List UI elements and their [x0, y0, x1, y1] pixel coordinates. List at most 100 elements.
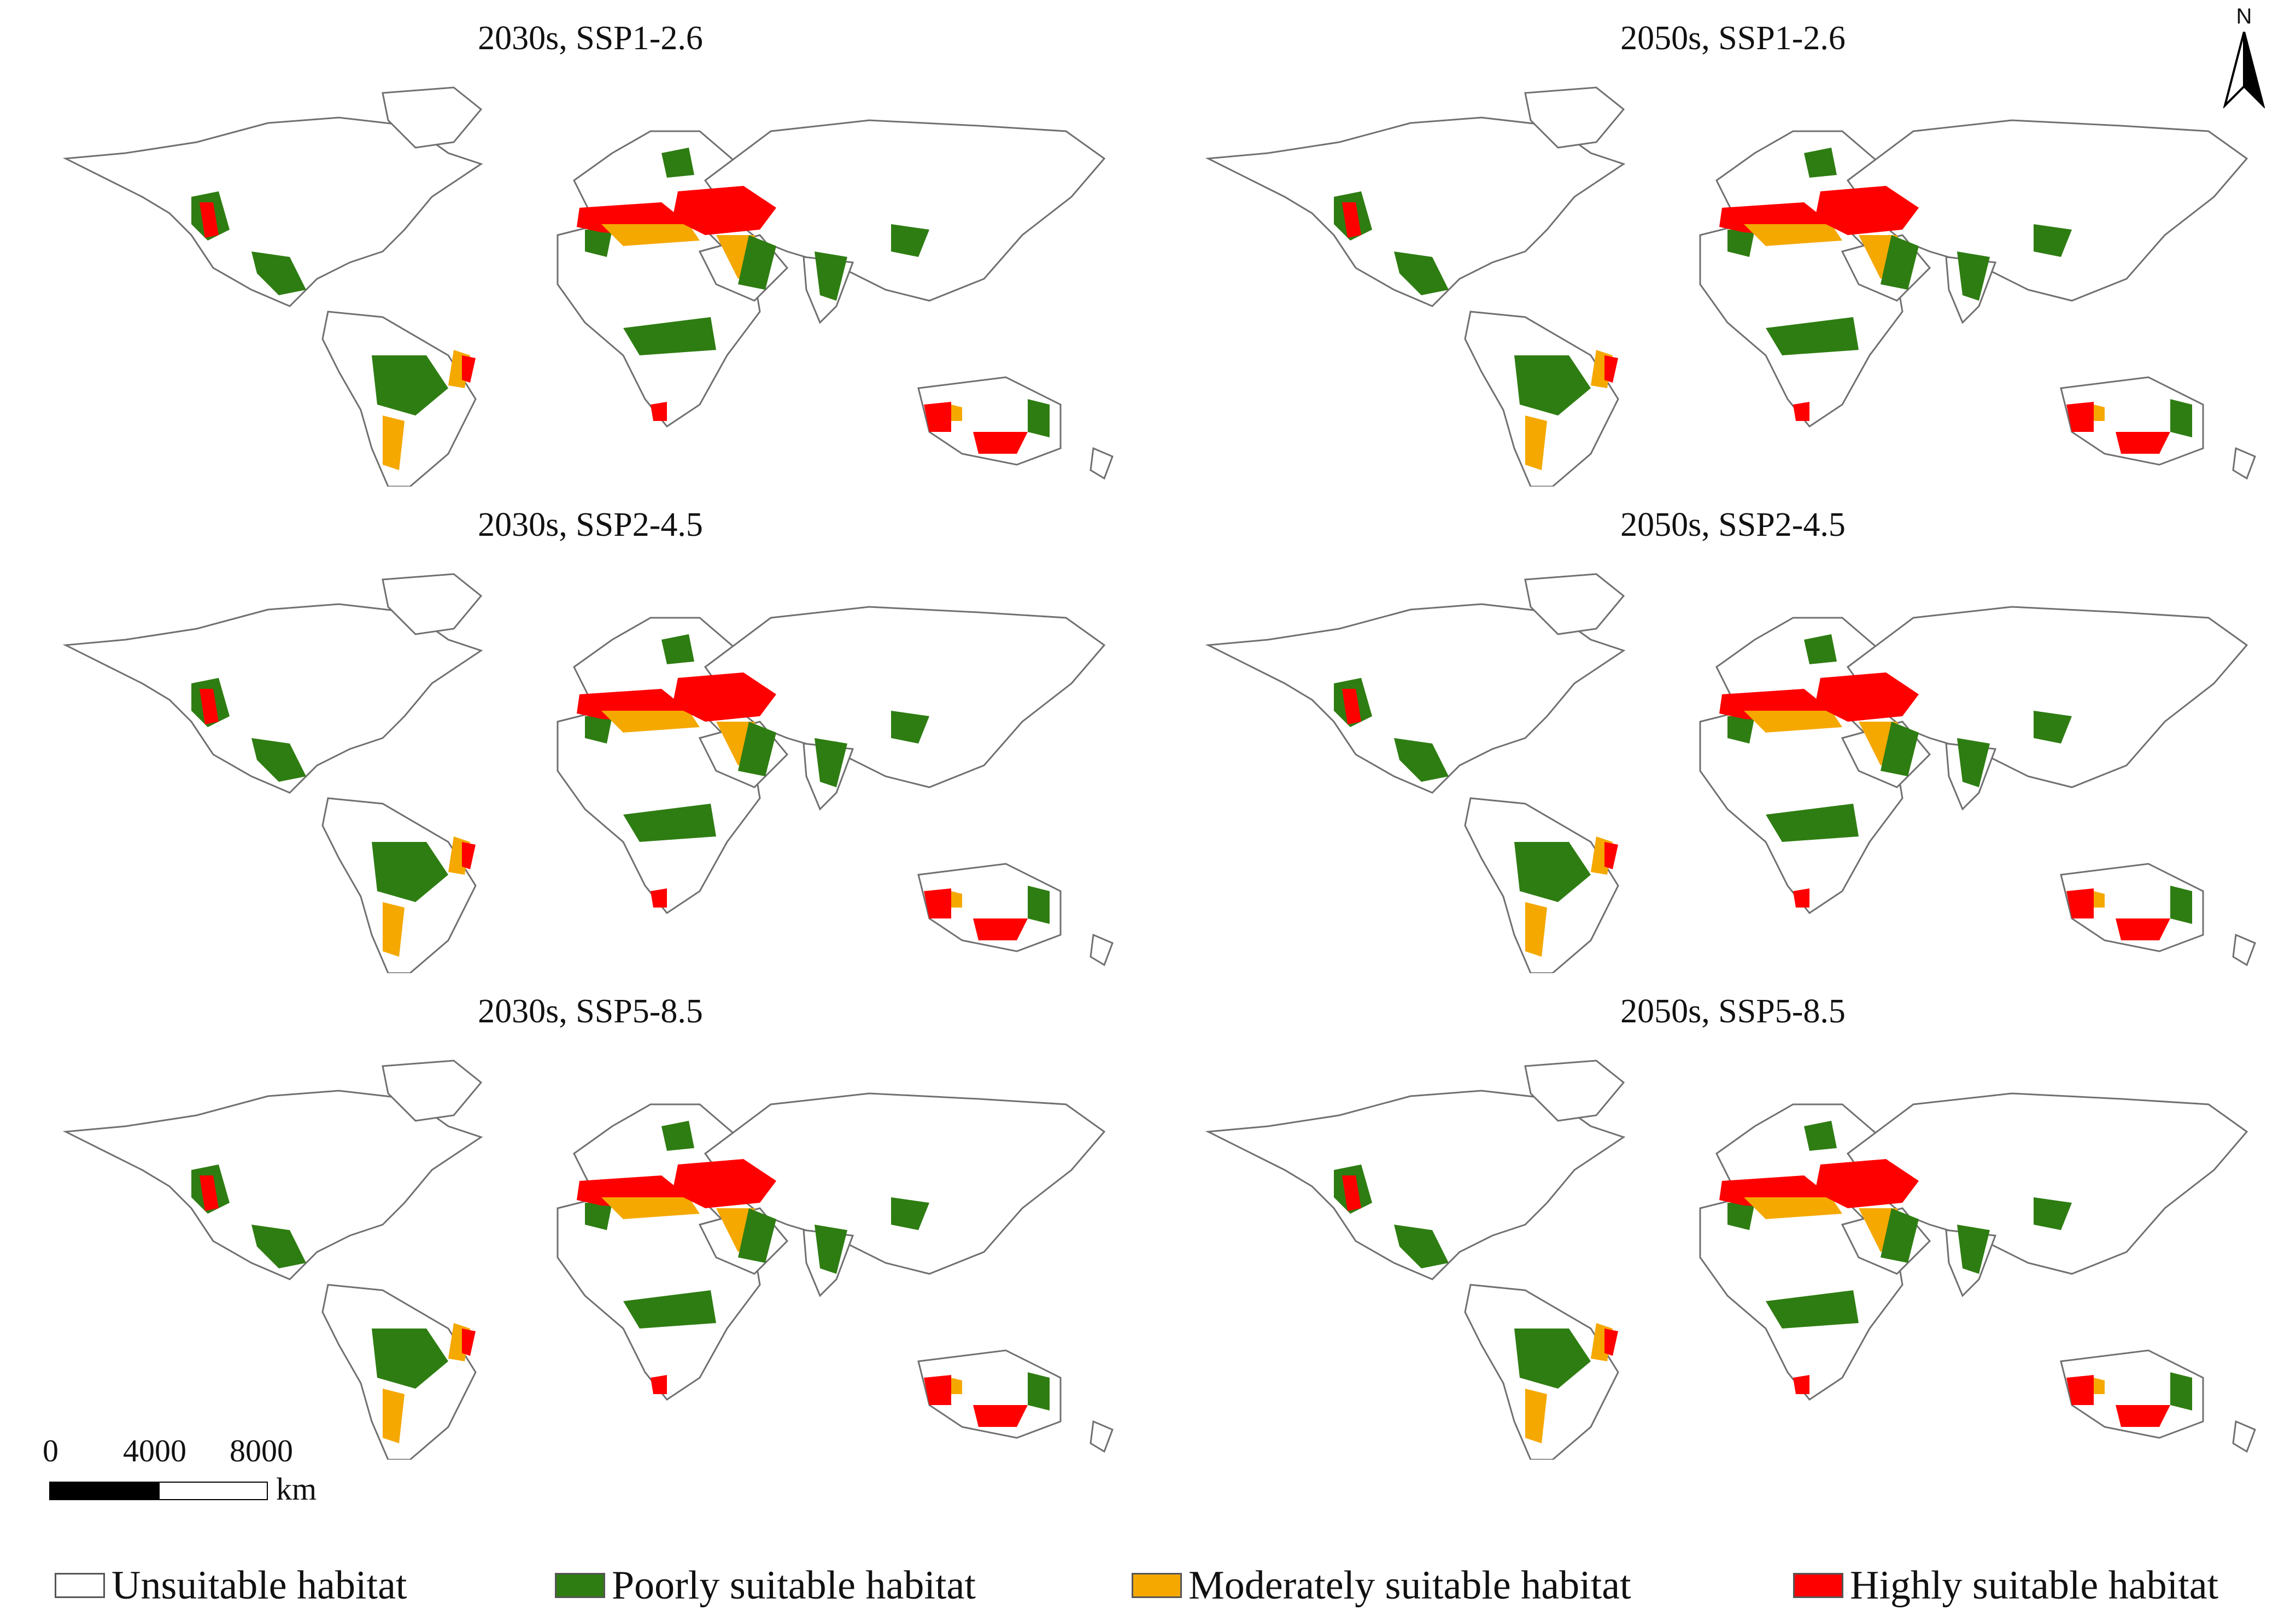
high-suitability-region — [973, 432, 1028, 454]
moderate-suitability-region — [1744, 711, 1842, 733]
high-suitability-region — [1604, 355, 1618, 383]
world-map — [1205, 86, 2256, 487]
poor-suitability-region — [1394, 738, 1449, 782]
scale-segment-black — [49, 1482, 159, 1500]
poor-suitability-region — [1766, 804, 1859, 842]
legend-swatch — [555, 1573, 605, 1598]
poor-suitability-region — [1727, 230, 1755, 257]
high-suitability-region — [651, 888, 667, 908]
high-suitability-region — [672, 1159, 776, 1208]
world-map — [1205, 1060, 2256, 1460]
poor-suitability-region — [585, 230, 612, 257]
poor-suitability-region — [2034, 1197, 2072, 1230]
australia-landmass — [917, 1349, 1062, 1439]
scale-tick: 8000 — [230, 1433, 293, 1468]
poor-suitability-region — [891, 1197, 929, 1230]
moderate-suitability-region — [383, 1389, 405, 1443]
moderate-suitability-region — [951, 891, 962, 908]
world-map — [62, 1060, 1114, 1460]
poor-suitability-region — [251, 1225, 306, 1268]
legend-item-unsuitable: Unsuitable habitat — [55, 1561, 407, 1610]
poor-suitability-region — [372, 355, 448, 416]
panel-title: 2030s, SSP1-2.6 — [478, 20, 703, 57]
poor-suitability-region — [1727, 1203, 1755, 1230]
moderate-suitability-region — [383, 416, 405, 470]
scale-unit: km — [276, 1471, 317, 1507]
high-suitability-region — [924, 402, 951, 432]
poor-suitability-region — [623, 804, 716, 842]
poor-suitability-region — [1957, 251, 1990, 301]
legend-label: Poorly suitable habitat — [612, 1563, 976, 1608]
high-suitability-region — [1604, 1329, 1618, 1356]
legend-item-high: Highly suitable habitat — [1793, 1561, 2218, 1610]
poor-suitability-region — [251, 738, 306, 782]
poor-suitability-region — [661, 1121, 694, 1151]
high-suitability-region — [924, 1375, 951, 1405]
high-suitability-region — [2066, 888, 2094, 918]
map-panel-2030s-ssp585: 2030s, SSP5-8.5 — [33, 990, 1148, 1460]
legend-item-moderate: Moderately suitable habitat — [1132, 1561, 1631, 1610]
legend-label: Highly suitable habitat — [1850, 1563, 2219, 1608]
greenland-landmass — [1524, 1060, 1625, 1122]
australia-landmass — [2060, 376, 2204, 466]
panel-title: 2050s, SSP1-2.6 — [1620, 20, 1846, 57]
panel-title: 2030s, SSP5-8.5 — [478, 993, 703, 1030]
high-suitability-region — [1793, 888, 1809, 908]
high-suitability-region — [200, 1175, 219, 1211]
moderate-suitability-region — [2094, 405, 2105, 421]
moderate-suitability-region — [2094, 891, 2105, 908]
moderate-suitability-region — [383, 902, 405, 957]
north-arrow-icon — [2223, 32, 2265, 108]
high-suitability-region — [462, 842, 476, 869]
poor-suitability-region — [1394, 1225, 1449, 1268]
legend-swatch — [1132, 1573, 1182, 1598]
poor-suitability-region — [1514, 355, 1591, 416]
poor-suitability-region — [1881, 235, 1919, 290]
poor-suitability-region — [2170, 1372, 2192, 1411]
high-suitability-region — [1815, 672, 1919, 722]
high-suitability-region — [2066, 402, 2094, 432]
north-label: N — [2236, 4, 2252, 28]
poor-suitability-region — [585, 716, 612, 744]
high-suitability-region — [924, 888, 951, 918]
map-panel-2050s-ssp245: 2050s, SSP2-4.5 — [1175, 503, 2291, 973]
poor-suitability-region — [1514, 1329, 1591, 1389]
new-zealand-landmass — [1090, 447, 1114, 480]
new-zealand-landmass — [2232, 1420, 2256, 1453]
poor-suitability-region — [372, 1329, 448, 1389]
north-america-landmass — [62, 1090, 483, 1280]
moderate-suitability-region — [1525, 902, 1547, 957]
scale-bar: 0 4000 8000 km — [38, 1432, 344, 1509]
panel-title: 2050s, SSP2-4.5 — [1620, 506, 1846, 543]
poor-suitability-region — [891, 224, 929, 257]
high-suitability-region — [672, 186, 776, 235]
moderate-suitability-region — [601, 224, 700, 246]
north-arrow: N — [2219, 4, 2269, 108]
greenland-landmass — [382, 86, 483, 149]
poor-suitability-region — [1394, 251, 1449, 295]
poor-suitability-region — [1881, 722, 1919, 776]
greenland-landmass — [1524, 573, 1625, 635]
poor-suitability-region — [2034, 224, 2072, 257]
high-suitability-region — [672, 672, 776, 722]
moderate-suitability-region — [1525, 1389, 1547, 1443]
moderate-suitability-region — [1525, 416, 1547, 470]
legend: Unsuitable habitat Poorly suitable habit… — [55, 1561, 2296, 1610]
moderate-suitability-region — [1744, 1197, 1842, 1219]
australia-landmass — [917, 863, 1062, 952]
high-suitability-region — [1342, 202, 1361, 238]
panel-title: 2030s, SSP2-4.5 — [478, 506, 703, 543]
poor-suitability-region — [815, 738, 847, 787]
poor-suitability-region — [1028, 886, 1050, 924]
poor-suitability-region — [1804, 148, 1837, 178]
high-suitability-region — [200, 202, 219, 238]
moderate-suitability-region — [601, 711, 700, 733]
north-america-landmass — [62, 116, 483, 307]
poor-suitability-region — [1804, 634, 1837, 664]
high-suitability-region — [462, 1329, 476, 1356]
poor-suitability-region — [2170, 886, 2192, 924]
poor-suitability-region — [2170, 399, 2192, 437]
high-suitability-region — [1342, 1175, 1361, 1211]
map-panel-2030s-ssp245: 2030s, SSP2-4.5 — [33, 503, 1148, 973]
poor-suitability-region — [1766, 1290, 1859, 1329]
